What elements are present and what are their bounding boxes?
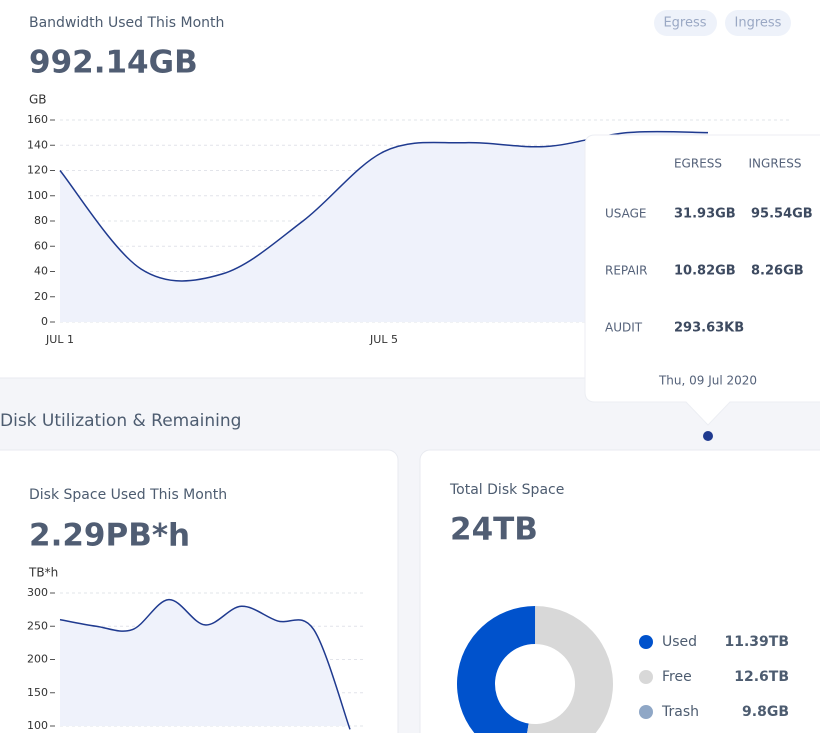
- toggle[interactable]: [725, 10, 791, 36]
- tooltip-row-label: USAGE: [605, 207, 647, 221]
- tooltip-value: 8.26GB: [751, 264, 804, 279]
- y-tick-label: 300: [27, 586, 48, 599]
- legend-dot: [639, 705, 653, 719]
- y-tick-label: 120: [27, 164, 48, 177]
- card-title: Total Disk Space: [449, 482, 564, 498]
- tooltip-column: EGRESS: [674, 157, 722, 171]
- tooltip-row-label: REPAIR: [605, 264, 647, 278]
- toggle[interactable]: [654, 10, 717, 36]
- x-tick-label: JUL 1: [45, 333, 74, 346]
- pie-slice: [457, 606, 535, 733]
- y-tick-label: 100: [27, 189, 48, 202]
- y-tick-label: 150: [27, 686, 48, 699]
- total-disk-card: [419, 449, 820, 733]
- tooltip: [584, 134, 820, 426]
- tooltip-value: 10.82GB: [674, 264, 736, 279]
- y-tick-label: 100: [27, 719, 48, 732]
- legend-dot: [639, 670, 653, 684]
- y-tick-label: 0: [41, 315, 48, 328]
- tooltip-value: 95.54GB: [751, 207, 813, 222]
- x-tick-label: JUL 5: [369, 333, 398, 346]
- tooltip-date: Thu, 09 Jul 2020: [658, 374, 757, 388]
- tooltip-column: INGRESS: [749, 157, 802, 171]
- y-tick-label: 80: [34, 214, 48, 227]
- card-total: 992.14GB: [29, 45, 198, 81]
- legend-dot: [639, 635, 653, 649]
- legend-value: 11.39TB: [724, 634, 789, 650]
- y-tick-label: 60: [34, 239, 48, 252]
- section-title: Disk Utilization & Remaining: [0, 411, 241, 431]
- toggle-label[interactable]: Ingress: [735, 16, 782, 31]
- line: [59, 598, 351, 730]
- y-tick-label: 160: [27, 113, 48, 126]
- y-tick-label: 250: [27, 619, 48, 632]
- y-tick-label: 20: [34, 290, 48, 303]
- card-total: 24TB: [450, 512, 538, 548]
- toggle-label[interactable]: Egress: [663, 16, 706, 31]
- legend-label: Free: [662, 669, 692, 685]
- legend-value: 9.8GB: [742, 704, 789, 720]
- legend-label: Trash: [661, 704, 699, 720]
- area: [60, 599, 350, 730]
- pie-slice: [527, 606, 613, 733]
- tooltip-row-label: AUDIT: [605, 321, 643, 335]
- y-tick-label: 200: [27, 653, 48, 666]
- card-title: Bandwidth Used This Month: [29, 15, 224, 31]
- y-tick-label: 40: [34, 265, 48, 278]
- tooltip-value: 31.93GB: [674, 207, 736, 222]
- y-axis-label: GB: [29, 93, 47, 107]
- legend-label: Used: [662, 634, 697, 650]
- y-tick-label: 140: [27, 138, 48, 151]
- legend-value: 12.6TB: [734, 669, 789, 685]
- tooltip-value: 293.63KB: [674, 321, 744, 336]
- card-title: Disk Space Used This Month: [29, 487, 227, 503]
- card-total: 2.29PB*h: [29, 518, 190, 554]
- tooltip-point: [703, 431, 713, 441]
- y-axis-label: TB*h: [28, 566, 58, 580]
